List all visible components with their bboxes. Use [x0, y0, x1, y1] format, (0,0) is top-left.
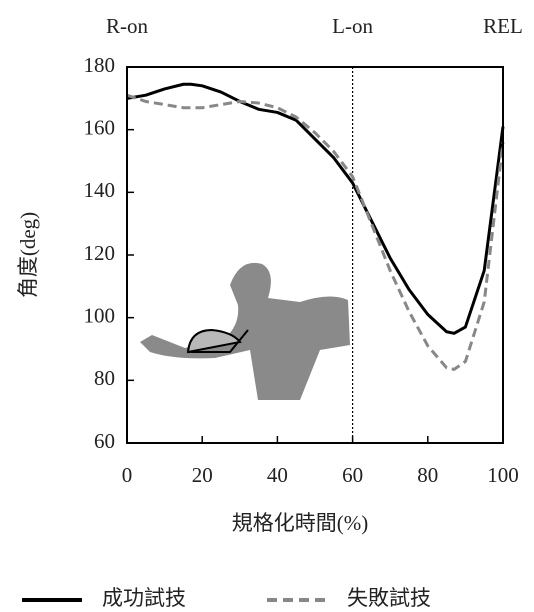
- y-tick-label: 60: [94, 429, 115, 453]
- x-tick-label: 0: [122, 463, 133, 487]
- plot-frame: [126, 66, 504, 444]
- y-tick-label: 160: [84, 115, 116, 139]
- annotation: R-on: [106, 14, 149, 38]
- x-tick-label: 100: [487, 463, 519, 487]
- legend-label: 失敗試技: [347, 586, 431, 610]
- x-axis-label: 規格化時間(%): [232, 511, 368, 535]
- y-tick-label: 120: [84, 241, 116, 265]
- annotation: REL: [483, 14, 523, 38]
- x-tick-label: 80: [417, 463, 438, 487]
- y-tick-label: 100: [84, 303, 116, 327]
- x-tick-label: 20: [192, 463, 213, 487]
- legend-label: 成功試技: [102, 586, 186, 610]
- x-tick-label: 40: [267, 463, 288, 487]
- annotation: L-on: [332, 14, 373, 38]
- x-tick-label: 60: [342, 463, 363, 487]
- y-axis-label: 角度(deg): [16, 212, 40, 298]
- data-line: [126, 82, 505, 335]
- data-line: [126, 93, 505, 371]
- y-tick-label: 180: [84, 53, 116, 77]
- y-tick-label: 80: [94, 366, 115, 390]
- y-tick-label: 140: [84, 178, 116, 202]
- inset-figure: [140, 262, 350, 400]
